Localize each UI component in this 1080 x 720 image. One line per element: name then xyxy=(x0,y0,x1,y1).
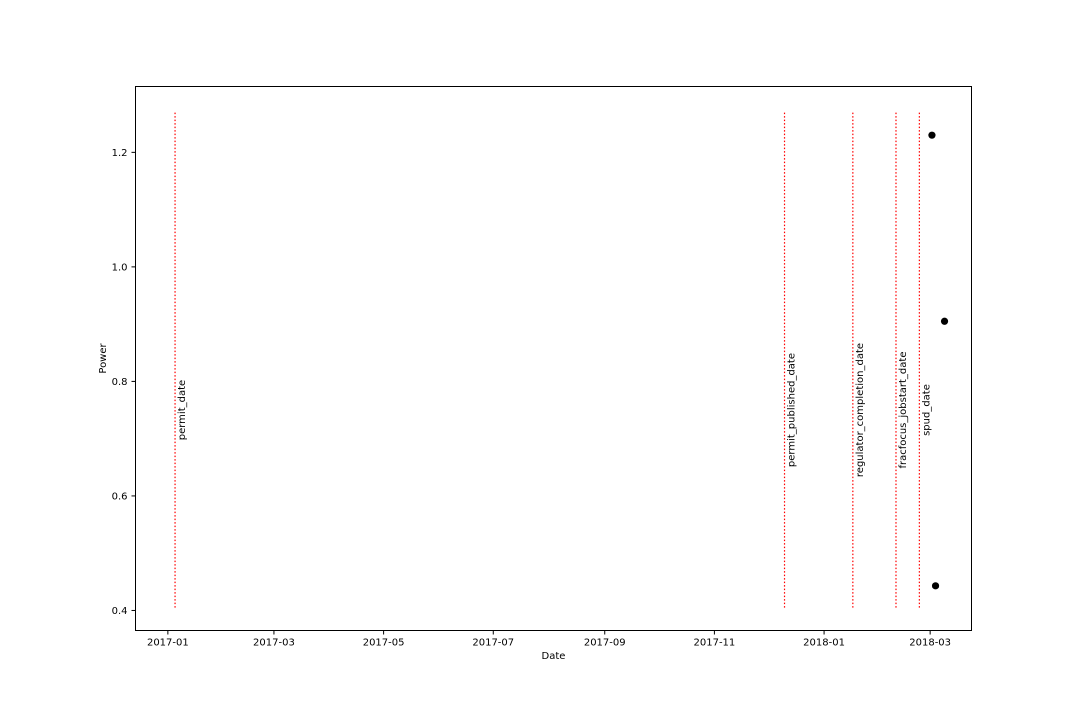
x-tick-label: 2017-11 xyxy=(694,638,736,649)
event-label-regulator-completion-date: regulator_completion_date xyxy=(855,343,866,477)
x-tick-label: 2018-03 xyxy=(909,638,951,649)
event-label-permit-published-date: permit_published_date xyxy=(787,353,798,467)
y-axis-label: Power xyxy=(98,342,109,373)
x-tick-label: 2017-03 xyxy=(253,638,295,649)
x-tick-label: 2017-09 xyxy=(584,638,626,649)
y-tick-label: 0.4 xyxy=(112,606,128,617)
scatter-points xyxy=(928,131,949,590)
y-axis: 0.4 0.6 0.8 1.0 1.2 xyxy=(112,148,136,617)
y-tick-label: 0.8 xyxy=(112,377,128,388)
y-tick-label: 0.6 xyxy=(112,491,128,502)
x-tick-label: 2017-01 xyxy=(147,638,189,649)
x-tick-label: 2018-01 xyxy=(803,638,845,649)
data-point xyxy=(931,582,940,590)
x-tick-label: 2017-07 xyxy=(472,638,514,649)
x-axis-label: Date xyxy=(542,651,566,662)
event-label-spud-date: spud_date xyxy=(921,384,932,436)
y-tick-label: 1.0 xyxy=(112,262,128,273)
plot-area xyxy=(135,86,972,631)
data-point xyxy=(928,131,936,139)
x-axis: 2017-01 2017-03 2017-05 2017-07 2017-09 2017-… xyxy=(147,630,951,649)
event-label-permit-date: permit_date xyxy=(177,380,188,440)
event-label-fracfocus-jobstart-date: fracfocus_jobstart_date xyxy=(898,352,909,469)
y-tick-label: 1.2 xyxy=(112,148,128,159)
data-point xyxy=(940,317,949,325)
event-lines: permit_date permit_published_date regulato… xyxy=(174,112,932,608)
x-tick-label: 2017-05 xyxy=(363,638,405,649)
